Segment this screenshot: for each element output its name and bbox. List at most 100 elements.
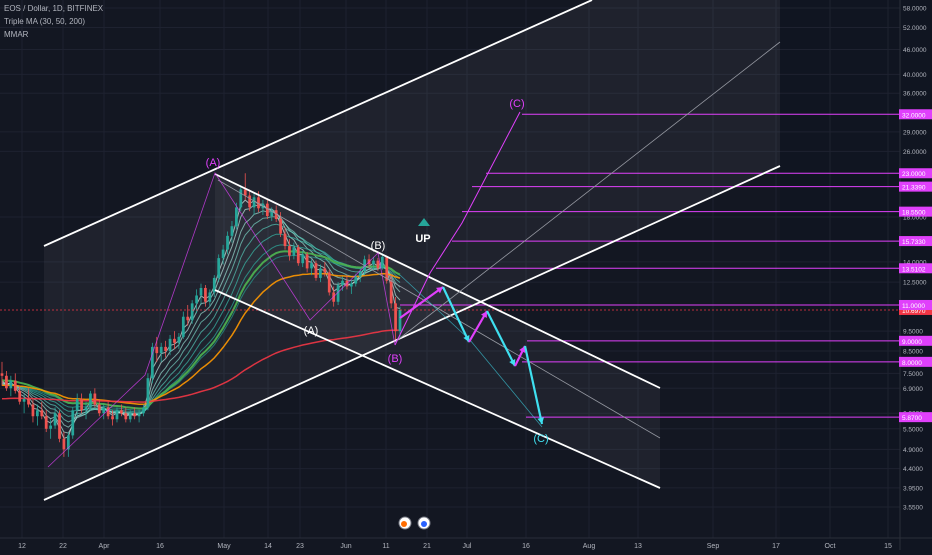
- ma-30-line: [1, 250, 401, 410]
- price-tick-label: 29.0000: [903, 129, 927, 136]
- candle-body: [239, 189, 243, 208]
- candle: [66, 432, 70, 457]
- target-level-badge: [899, 263, 932, 274]
- candle-body: [177, 336, 181, 343]
- target-level-badge: [899, 168, 932, 179]
- candle: [150, 342, 154, 384]
- wave-arrow-head: [436, 287, 443, 294]
- candle-body: [142, 407, 145, 414]
- candle-body: [71, 410, 75, 436]
- target-level-label: 13.5102: [902, 266, 926, 273]
- target-level-badge: [899, 299, 932, 310]
- time-tick-label: Sep: [707, 543, 720, 550]
- candle: [53, 407, 57, 429]
- target-level-badge: [899, 236, 932, 247]
- candle: [217, 254, 221, 283]
- news-flag-icon[interactable]: [417, 516, 431, 530]
- candle: [208, 289, 212, 307]
- candle-body: [124, 413, 128, 420]
- time-tick-label: Oct: [825, 543, 836, 550]
- candle: [102, 404, 106, 420]
- wave-label-a-inner: (A): [304, 325, 319, 337]
- wave-arrow: [486, 310, 516, 367]
- candle: [128, 410, 132, 423]
- candle: [230, 221, 234, 243]
- candle: [221, 244, 225, 265]
- candle: [177, 333, 181, 349]
- candle: [314, 260, 318, 281]
- candle: [0, 361, 4, 386]
- candle-body: [288, 246, 291, 256]
- candle-body: [40, 410, 44, 417]
- candle: [226, 231, 229, 255]
- wave-arrow: [523, 345, 544, 425]
- event-flag-icon[interactable]: [398, 516, 412, 530]
- candle: [44, 410, 48, 433]
- wave-label-c-up: (C): [509, 98, 524, 110]
- candle: [212, 275, 216, 298]
- candle: [75, 393, 79, 417]
- wave-label-a-top: (A): [206, 157, 221, 169]
- candle: [323, 261, 327, 277]
- candle: [354, 273, 358, 287]
- candle: [301, 250, 305, 268]
- candle: [97, 398, 101, 417]
- time-tick-label: May: [217, 543, 231, 550]
- candle-body: [164, 346, 167, 352]
- descending-channel-fill: [215, 174, 660, 488]
- channel-fill: [44, 0, 780, 500]
- candle: [36, 404, 39, 426]
- candle-body: [31, 404, 35, 417]
- candle-body: [314, 263, 318, 278]
- indicator-triple-ma[interactable]: Triple MA (30, 50, 200): [4, 17, 86, 26]
- candle: [133, 407, 137, 420]
- candle: [49, 419, 53, 439]
- candle: [168, 334, 172, 356]
- target-level-label: 5.8700: [902, 415, 922, 422]
- price-tick-label: 5.5000: [903, 426, 923, 433]
- price-tick-label: 46.0000: [903, 47, 927, 54]
- symbol-title: EOS / Dollar, 1D, BITFINEX: [4, 4, 104, 13]
- candle: [137, 410, 141, 423]
- time-tick-label: 13: [634, 543, 642, 550]
- candle-body: [36, 410, 39, 417]
- candle: [84, 401, 88, 420]
- target-levels: 10.6970 32.0000 23.0000 21.3390 18.5500 15.73…: [0, 109, 932, 423]
- candle-body: [181, 316, 185, 337]
- candle: [173, 331, 176, 349]
- up-annotation: UP: [415, 233, 430, 245]
- time-tick-label: 17: [772, 543, 780, 550]
- price-tick-label: 9.5000: [903, 329, 923, 336]
- candle: [58, 410, 61, 443]
- price-tick-label: 4.4000: [903, 466, 923, 473]
- candle-body: [305, 254, 309, 269]
- candle: [13, 373, 17, 394]
- price-tick-label: 3.9500: [903, 485, 923, 492]
- candles: [0, 173, 402, 457]
- candle-body: [102, 407, 106, 414]
- time-tick-label: Aug: [583, 543, 596, 550]
- candle-body: [9, 380, 13, 389]
- candle: [248, 189, 252, 212]
- indicator-mmar[interactable]: MMAR: [4, 30, 29, 39]
- candle: [204, 285, 207, 307]
- candle: [376, 258, 380, 272]
- candle-body: [44, 416, 48, 429]
- candle: [159, 342, 163, 362]
- time-tick-label: Apr: [99, 543, 111, 550]
- candle-body: [53, 413, 57, 426]
- ascending-channel-fill: [44, 0, 780, 500]
- target-level-label: 23.0000: [902, 171, 926, 178]
- candle: [195, 289, 198, 314]
- candle: [305, 251, 309, 273]
- candle: [283, 227, 287, 250]
- price-tick-label: 12.5000: [903, 280, 927, 287]
- target-level-badge: [899, 335, 932, 346]
- candle-body: [155, 346, 159, 354]
- wave-label-b-low: (B): [388, 353, 403, 365]
- candle-body: [372, 260, 375, 265]
- candle: [18, 385, 22, 405]
- candle-body: [389, 280, 393, 304]
